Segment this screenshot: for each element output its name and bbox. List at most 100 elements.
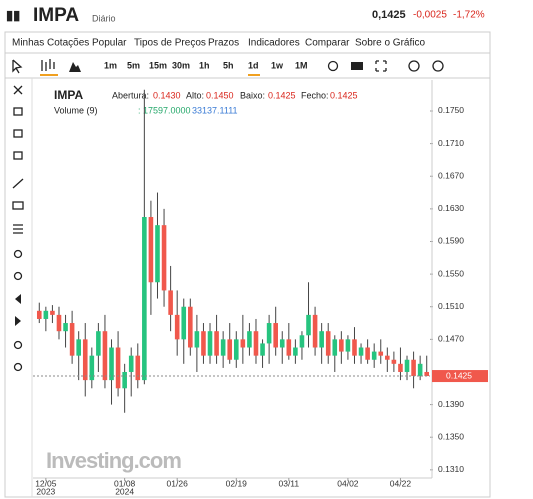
candle-body [332, 339, 338, 356]
candle-body [404, 359, 410, 372]
menu-item[interactable]: Prazos [208, 38, 239, 49]
legend-value: 0.1425 [268, 90, 296, 100]
interval-button[interactable]: 5m [127, 60, 140, 70]
interval-button[interactable]: 1d [248, 60, 259, 70]
menu-item[interactable]: Sobre o Gráfico [355, 38, 425, 49]
candle-body [240, 339, 246, 348]
candle-body [325, 331, 331, 356]
x-tick-year: 2023 [36, 486, 55, 496]
candle-body [378, 351, 384, 356]
fib-tool-icon[interactable] [13, 224, 23, 234]
candle-body [102, 331, 108, 381]
candle-body [161, 225, 167, 291]
cursor-icon[interactable] [12, 59, 23, 74]
candle-body [188, 306, 193, 348]
interval-button[interactable]: 30m [172, 60, 190, 70]
candle-body [43, 310, 49, 319]
candle-body [266, 323, 272, 344]
menu-item[interactable]: Minhas Cotações [12, 38, 89, 49]
menu-item[interactable]: Comparar [305, 38, 350, 49]
fullscreen-icon[interactable] [375, 60, 387, 72]
rect-tool-icon[interactable] [12, 201, 24, 210]
tool-icon[interactable] [13, 107, 23, 116]
x-tick-label: 12/05 [35, 478, 57, 488]
candle-body [109, 347, 114, 381]
candle-body [168, 290, 173, 315]
candle-body [306, 314, 311, 336]
menu-item[interactable]: Popular [92, 38, 127, 49]
candle-body [201, 331, 206, 356]
upload-icon[interactable] [432, 60, 444, 72]
candles-icon[interactable] [41, 59, 55, 71]
zoom-icon[interactable] [13, 271, 23, 281]
legend-value: 0.1425 [330, 90, 358, 100]
candle-body [220, 339, 226, 356]
candle-body [345, 339, 351, 352]
legend-label: Abertura: [112, 90, 149, 100]
tool-icon[interactable] [13, 362, 23, 372]
candle-body [385, 355, 390, 360]
x-tick-label: 04/22 [390, 478, 412, 488]
candle-body [299, 335, 305, 348]
y-tick-label: 0.1390 [438, 399, 464, 409]
candle-body [56, 314, 62, 332]
candle-body [424, 371, 430, 377]
interval-button[interactable]: 1h [199, 60, 210, 70]
legend-label: Alto: [186, 90, 204, 100]
menu-item[interactable]: Indicadores [248, 38, 300, 49]
y-tick-label: 0.1350 [438, 431, 464, 441]
legend-value: 0.1430 [153, 90, 181, 100]
volume-label: Volume (9) [54, 105, 98, 115]
legend-label: Fecho: [301, 90, 329, 100]
candle-body [115, 347, 121, 389]
camera-icon[interactable] [351, 62, 363, 70]
line-tool-icon[interactable] [12, 178, 24, 189]
download-icon[interactable] [408, 60, 420, 72]
period: Diário [92, 13, 116, 23]
x-tick-label: 01/26 [167, 478, 189, 488]
candle-body [174, 314, 180, 340]
tool-icon[interactable] [13, 129, 23, 138]
interval-button[interactable]: 1M [295, 60, 308, 70]
tool-icon[interactable] [13, 249, 23, 259]
interval-button[interactable]: 1m [104, 60, 117, 70]
y-tick-label: 0.1630 [438, 203, 464, 213]
candle-body [207, 331, 213, 356]
area-icon[interactable] [69, 62, 81, 72]
tool-icon[interactable] [13, 340, 23, 350]
candle-body [260, 343, 265, 356]
candle-body [89, 355, 95, 381]
x-tick-label: 03/11 [278, 478, 299, 488]
candle-body [214, 331, 219, 356]
interval-button[interactable]: 15m [149, 60, 167, 70]
close-icon[interactable] [13, 85, 23, 95]
change: -0,0025 [413, 10, 447, 21]
candle-body [339, 339, 344, 352]
candle-body [371, 351, 377, 360]
interval-button[interactable]: 5h [223, 60, 234, 70]
candle-body [365, 347, 370, 360]
candle-body [50, 310, 55, 315]
candle-body [135, 355, 141, 381]
candle-body [128, 355, 134, 372]
interval-button[interactable]: 1w [271, 60, 284, 70]
volume-average: 33137.1111 [192, 105, 238, 115]
tool-icon[interactable] [13, 151, 23, 160]
volume-value: : 17597.0000 [138, 105, 191, 115]
candle-body [417, 363, 423, 377]
watermark: Investing.com [46, 448, 181, 473]
menu-item[interactable]: Tipos de Preços [134, 38, 206, 49]
tool-icon[interactable] [15, 294, 21, 304]
toolbar [12, 59, 444, 372]
y-tick-label: 0.1590 [438, 236, 464, 246]
symbol: IMPA [33, 5, 79, 26]
settings-icon[interactable] [327, 60, 339, 72]
tool-icon[interactable] [15, 316, 21, 326]
candle-body [398, 363, 403, 372]
candle-body [69, 323, 75, 356]
candle-body [155, 225, 160, 283]
last-price-label: 0.1425 [446, 370, 472, 380]
candle-body [227, 339, 233, 360]
y-tick-label: 0.1510 [438, 301, 464, 311]
